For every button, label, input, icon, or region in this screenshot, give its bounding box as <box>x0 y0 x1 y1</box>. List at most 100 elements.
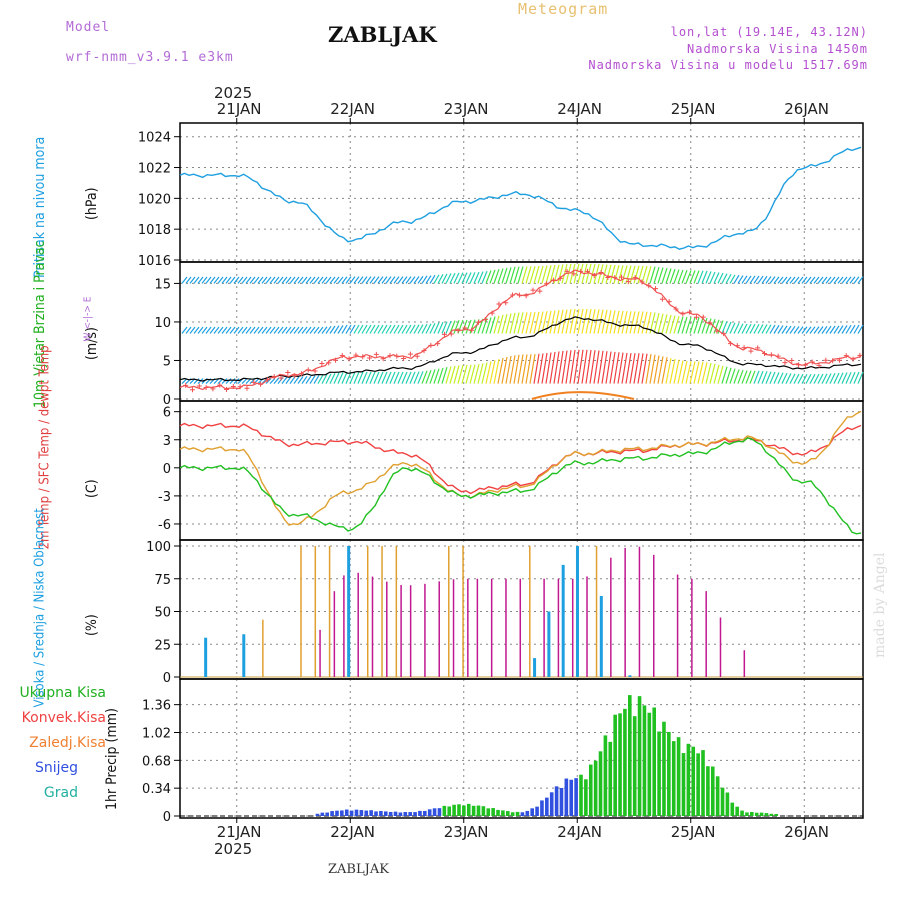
y-tick-label: -6 <box>158 518 171 533</box>
wind-gust-marker <box>653 286 659 292</box>
wind-direction-band-top <box>209 276 216 284</box>
wind-gust-marker <box>346 356 352 362</box>
year-bottom: 2025 <box>214 840 253 858</box>
wind-gust-marker <box>455 327 461 333</box>
wind-direction-band-top <box>393 276 400 284</box>
precip-rain-bar <box>671 741 676 816</box>
wind-direction-band-mid <box>709 318 716 334</box>
wind-direction-band-low <box>393 371 400 384</box>
wind-direction-band-mid <box>253 326 260 334</box>
precip-snow-bar <box>383 811 388 816</box>
precip-rain-bar <box>691 746 696 816</box>
wind-direction-band-low <box>569 349 576 384</box>
wind-direction-band-low <box>737 369 744 384</box>
wind-direction-band-mid <box>329 325 336 334</box>
wind-direction-band-top <box>693 270 700 284</box>
wind-direction-band-top <box>269 276 276 284</box>
wind-direction-band-top <box>745 275 752 284</box>
wind-direction-band-top <box>429 274 436 284</box>
wind-direction-band-top <box>457 272 464 284</box>
wind-direction-band-low <box>225 378 232 385</box>
precip-rain-bar <box>740 810 744 816</box>
legend-total-rain: Ukupna Kisa <box>19 685 106 701</box>
wind-direction-band-mid <box>569 308 576 334</box>
wind-direction-band-low <box>685 361 692 384</box>
precip-snow-bar <box>554 786 559 816</box>
wind-gust-marker <box>537 288 543 294</box>
wind-direction-band-top <box>521 266 528 284</box>
temp-dewpt-line <box>179 437 862 535</box>
wind-direction-band-top <box>673 269 680 284</box>
wind-direction-band-top <box>309 276 316 284</box>
wind-direction-band-top <box>253 276 260 284</box>
wind-direction-band-mid <box>577 308 584 334</box>
precip-rain-bar <box>652 707 657 816</box>
precip-rain-bar <box>447 806 452 816</box>
wind-direction-band-top <box>265 276 272 284</box>
wind-direction-band-low <box>797 373 804 384</box>
wind-gust-marker <box>230 383 236 389</box>
wind-direction-band-low <box>449 365 456 384</box>
wind-direction-band-mid <box>397 324 404 334</box>
wind-gust-marker <box>700 314 706 320</box>
wind-direction-band-low <box>793 373 800 384</box>
wind-direction-band-low <box>525 354 532 384</box>
wind-direction-band-top <box>437 274 444 284</box>
wind-direction-band-low <box>501 356 508 384</box>
wind-direction-band-low <box>541 352 548 384</box>
wind-direction-band-top <box>681 270 688 284</box>
wind-direction-band-mid <box>805 326 812 334</box>
precip-rain-bar <box>598 751 603 816</box>
precip-snow-bar <box>320 812 325 816</box>
wind-direction-band-top <box>585 263 592 284</box>
wind-direction-band-mid <box>745 323 752 334</box>
legend-hail: Grad <box>43 785 78 801</box>
precip-rain-bar <box>505 811 510 816</box>
precip-snow-bar <box>427 809 432 816</box>
wind-direction-band-mid <box>761 324 768 334</box>
wind-direction-band-low <box>613 352 620 384</box>
wind-direction-band-low <box>549 351 556 384</box>
wind-direction-band-low <box>809 373 816 384</box>
precip-snow-bar <box>413 812 417 816</box>
wind-gust-marker <box>360 354 366 360</box>
wind-direction-band-top <box>661 267 668 284</box>
wind-direction-band-low <box>409 371 416 384</box>
precip-rain-bar <box>637 696 642 816</box>
wind-direction-band-mid <box>289 326 296 334</box>
wind-direction-band-low <box>745 370 752 384</box>
wind-direction-band-top <box>641 265 648 284</box>
wind-direction-band-mid <box>537 311 544 334</box>
wind-gust-marker <box>401 355 407 361</box>
wind-gust-marker <box>217 382 223 388</box>
wind-direction-band-top <box>785 276 792 284</box>
wind-direction-band-mid <box>669 315 676 334</box>
precip-snow-bar <box>569 779 574 816</box>
wind-direction-band-top <box>545 265 552 284</box>
wind-direction-band-top <box>441 273 448 284</box>
precip-rain-bar <box>764 813 769 816</box>
y-tick-label: 1016 <box>138 254 171 269</box>
wind-direction-band-mid <box>677 316 684 334</box>
wind-direction-band-top <box>413 276 420 284</box>
precip-rain-bar <box>623 708 627 816</box>
wind-direction-band-top <box>697 270 704 284</box>
wind-gust-marker <box>734 343 740 349</box>
wind-gust-marker <box>298 371 304 377</box>
wind-direction-band-low <box>813 373 820 384</box>
wind-gust-marker <box>673 306 679 312</box>
wind-direction-band-top <box>797 276 804 284</box>
wind-direction-band-low <box>317 374 324 384</box>
wind-gust-marker <box>632 275 638 281</box>
wind-direction-band-low <box>233 378 240 385</box>
wind-direction-band-top <box>637 265 644 284</box>
wind-direction-band-mid <box>725 321 732 334</box>
precip-rain-bar <box>706 766 710 816</box>
wind-direction-band-mid <box>261 326 268 334</box>
precip-rain-bar <box>657 731 661 816</box>
model-altitude: Nadmorska Visina u modelu 1517.69m <box>588 58 868 72</box>
wind-direction-band-top <box>445 273 452 284</box>
wind-direction-band-low <box>721 366 728 384</box>
wind-direction-band-top <box>181 276 188 284</box>
wind-gust-marker <box>802 362 808 368</box>
